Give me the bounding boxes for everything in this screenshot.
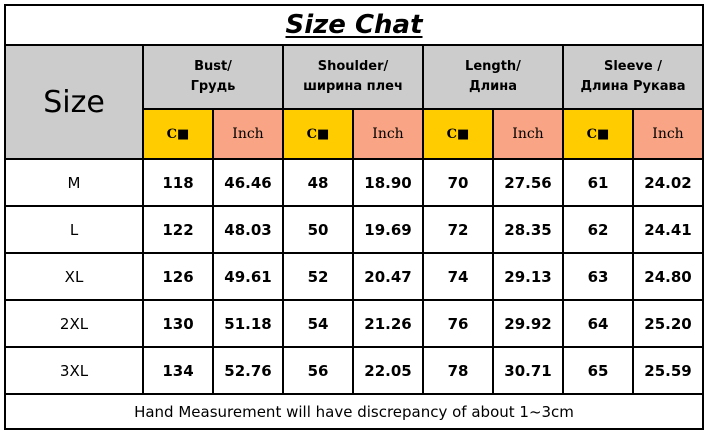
value-cell: 50: [282, 205, 354, 254]
value-cell: 24.02: [632, 158, 704, 207]
value-cell: 25.59: [632, 346, 704, 395]
cm-unit-header: C■: [562, 108, 634, 160]
value-cell: 28.35: [492, 205, 564, 254]
value-cell: 78: [422, 346, 494, 395]
table-row: 3XL 134 52.76 56 22.05 78 30.71 65 25.59: [4, 346, 704, 395]
group-label-ru: Грудь: [190, 79, 236, 94]
value-cell: 22.05: [352, 346, 424, 395]
value-cell: 49.61: [212, 252, 284, 301]
value-cell: 19.69: [352, 205, 424, 254]
size-header: Size: [4, 44, 144, 160]
value-cell: 48: [282, 158, 354, 207]
chart-title: Size Chat: [4, 4, 704, 46]
group-label-en: Length/: [465, 59, 521, 74]
table-row: 2XL 130 51.18 54 21.26 76 29.92 64 25.20: [4, 299, 704, 348]
value-cell: 65: [562, 346, 634, 395]
chart-title-text: Size Chat: [285, 10, 423, 40]
value-cell: 56: [282, 346, 354, 395]
value-cell: 63: [562, 252, 634, 301]
table-row: M 118 46.46 48 18.90 70 27.56 61 24.02: [4, 158, 704, 207]
value-cell: 76: [422, 299, 494, 348]
value-cell: 29.92: [492, 299, 564, 348]
size-chart-table: Size Chat Size Bust/Грудь Shoulder/ширина…: [4, 4, 704, 430]
group-header: Shoulder/ширина плеч: [282, 44, 424, 110]
inch-unit-header: Inch: [632, 108, 704, 160]
value-cell: 130: [142, 299, 214, 348]
group-label-en: Shoulder/: [317, 59, 389, 74]
inch-unit-header: Inch: [352, 108, 424, 160]
footer-note: Hand Measurement will have discrepancy o…: [4, 393, 704, 430]
group-header: Bust/Грудь: [142, 44, 284, 110]
value-cell: 74: [422, 252, 494, 301]
size-cell: XL: [4, 252, 144, 301]
group-label-ru: ширина плеч: [303, 79, 403, 94]
value-cell: 122: [142, 205, 214, 254]
value-cell: 72: [422, 205, 494, 254]
size-cell: L: [4, 205, 144, 254]
value-cell: 126: [142, 252, 214, 301]
inch-unit-header: Inch: [492, 108, 564, 160]
value-cell: 46.46: [212, 158, 284, 207]
size-cell: 2XL: [4, 299, 144, 348]
group-header: Sleeve / Длина Рукава: [562, 44, 704, 110]
group-label-ru: Длина: [469, 79, 517, 94]
value-cell: 51.18: [212, 299, 284, 348]
value-cell: 54: [282, 299, 354, 348]
inch-unit-header: Inch: [212, 108, 284, 160]
group-header: Length/Длина: [422, 44, 564, 110]
value-cell: 30.71: [492, 346, 564, 395]
table-row: XL 126 49.61 52 20.47 74 29.13 63 24.80: [4, 252, 704, 301]
group-label-ru: Длина Рукава: [580, 79, 686, 94]
group-label-en: Bust/: [194, 59, 232, 74]
value-cell: 20.47: [352, 252, 424, 301]
value-cell: 62: [562, 205, 634, 254]
value-cell: 52.76: [212, 346, 284, 395]
value-cell: 52: [282, 252, 354, 301]
value-cell: 29.13: [492, 252, 564, 301]
cm-unit-header: C■: [282, 108, 354, 160]
cm-unit-header: C■: [142, 108, 214, 160]
value-cell: 64: [562, 299, 634, 348]
size-cell: M: [4, 158, 144, 207]
value-cell: 48.03: [212, 205, 284, 254]
value-cell: 61: [562, 158, 634, 207]
value-cell: 27.56: [492, 158, 564, 207]
cm-unit-header: C■: [422, 108, 494, 160]
value-cell: 21.26: [352, 299, 424, 348]
value-cell: 134: [142, 346, 214, 395]
value-cell: 118: [142, 158, 214, 207]
value-cell: 70: [422, 158, 494, 207]
value-cell: 24.41: [632, 205, 704, 254]
group-label-en: Sleeve /: [603, 59, 663, 74]
value-cell: 25.20: [632, 299, 704, 348]
table-row: L 122 48.03 50 19.69 72 28.35 62 24.41: [4, 205, 704, 254]
value-cell: 18.90: [352, 158, 424, 207]
size-cell: 3XL: [4, 346, 144, 395]
value-cell: 24.80: [632, 252, 704, 301]
